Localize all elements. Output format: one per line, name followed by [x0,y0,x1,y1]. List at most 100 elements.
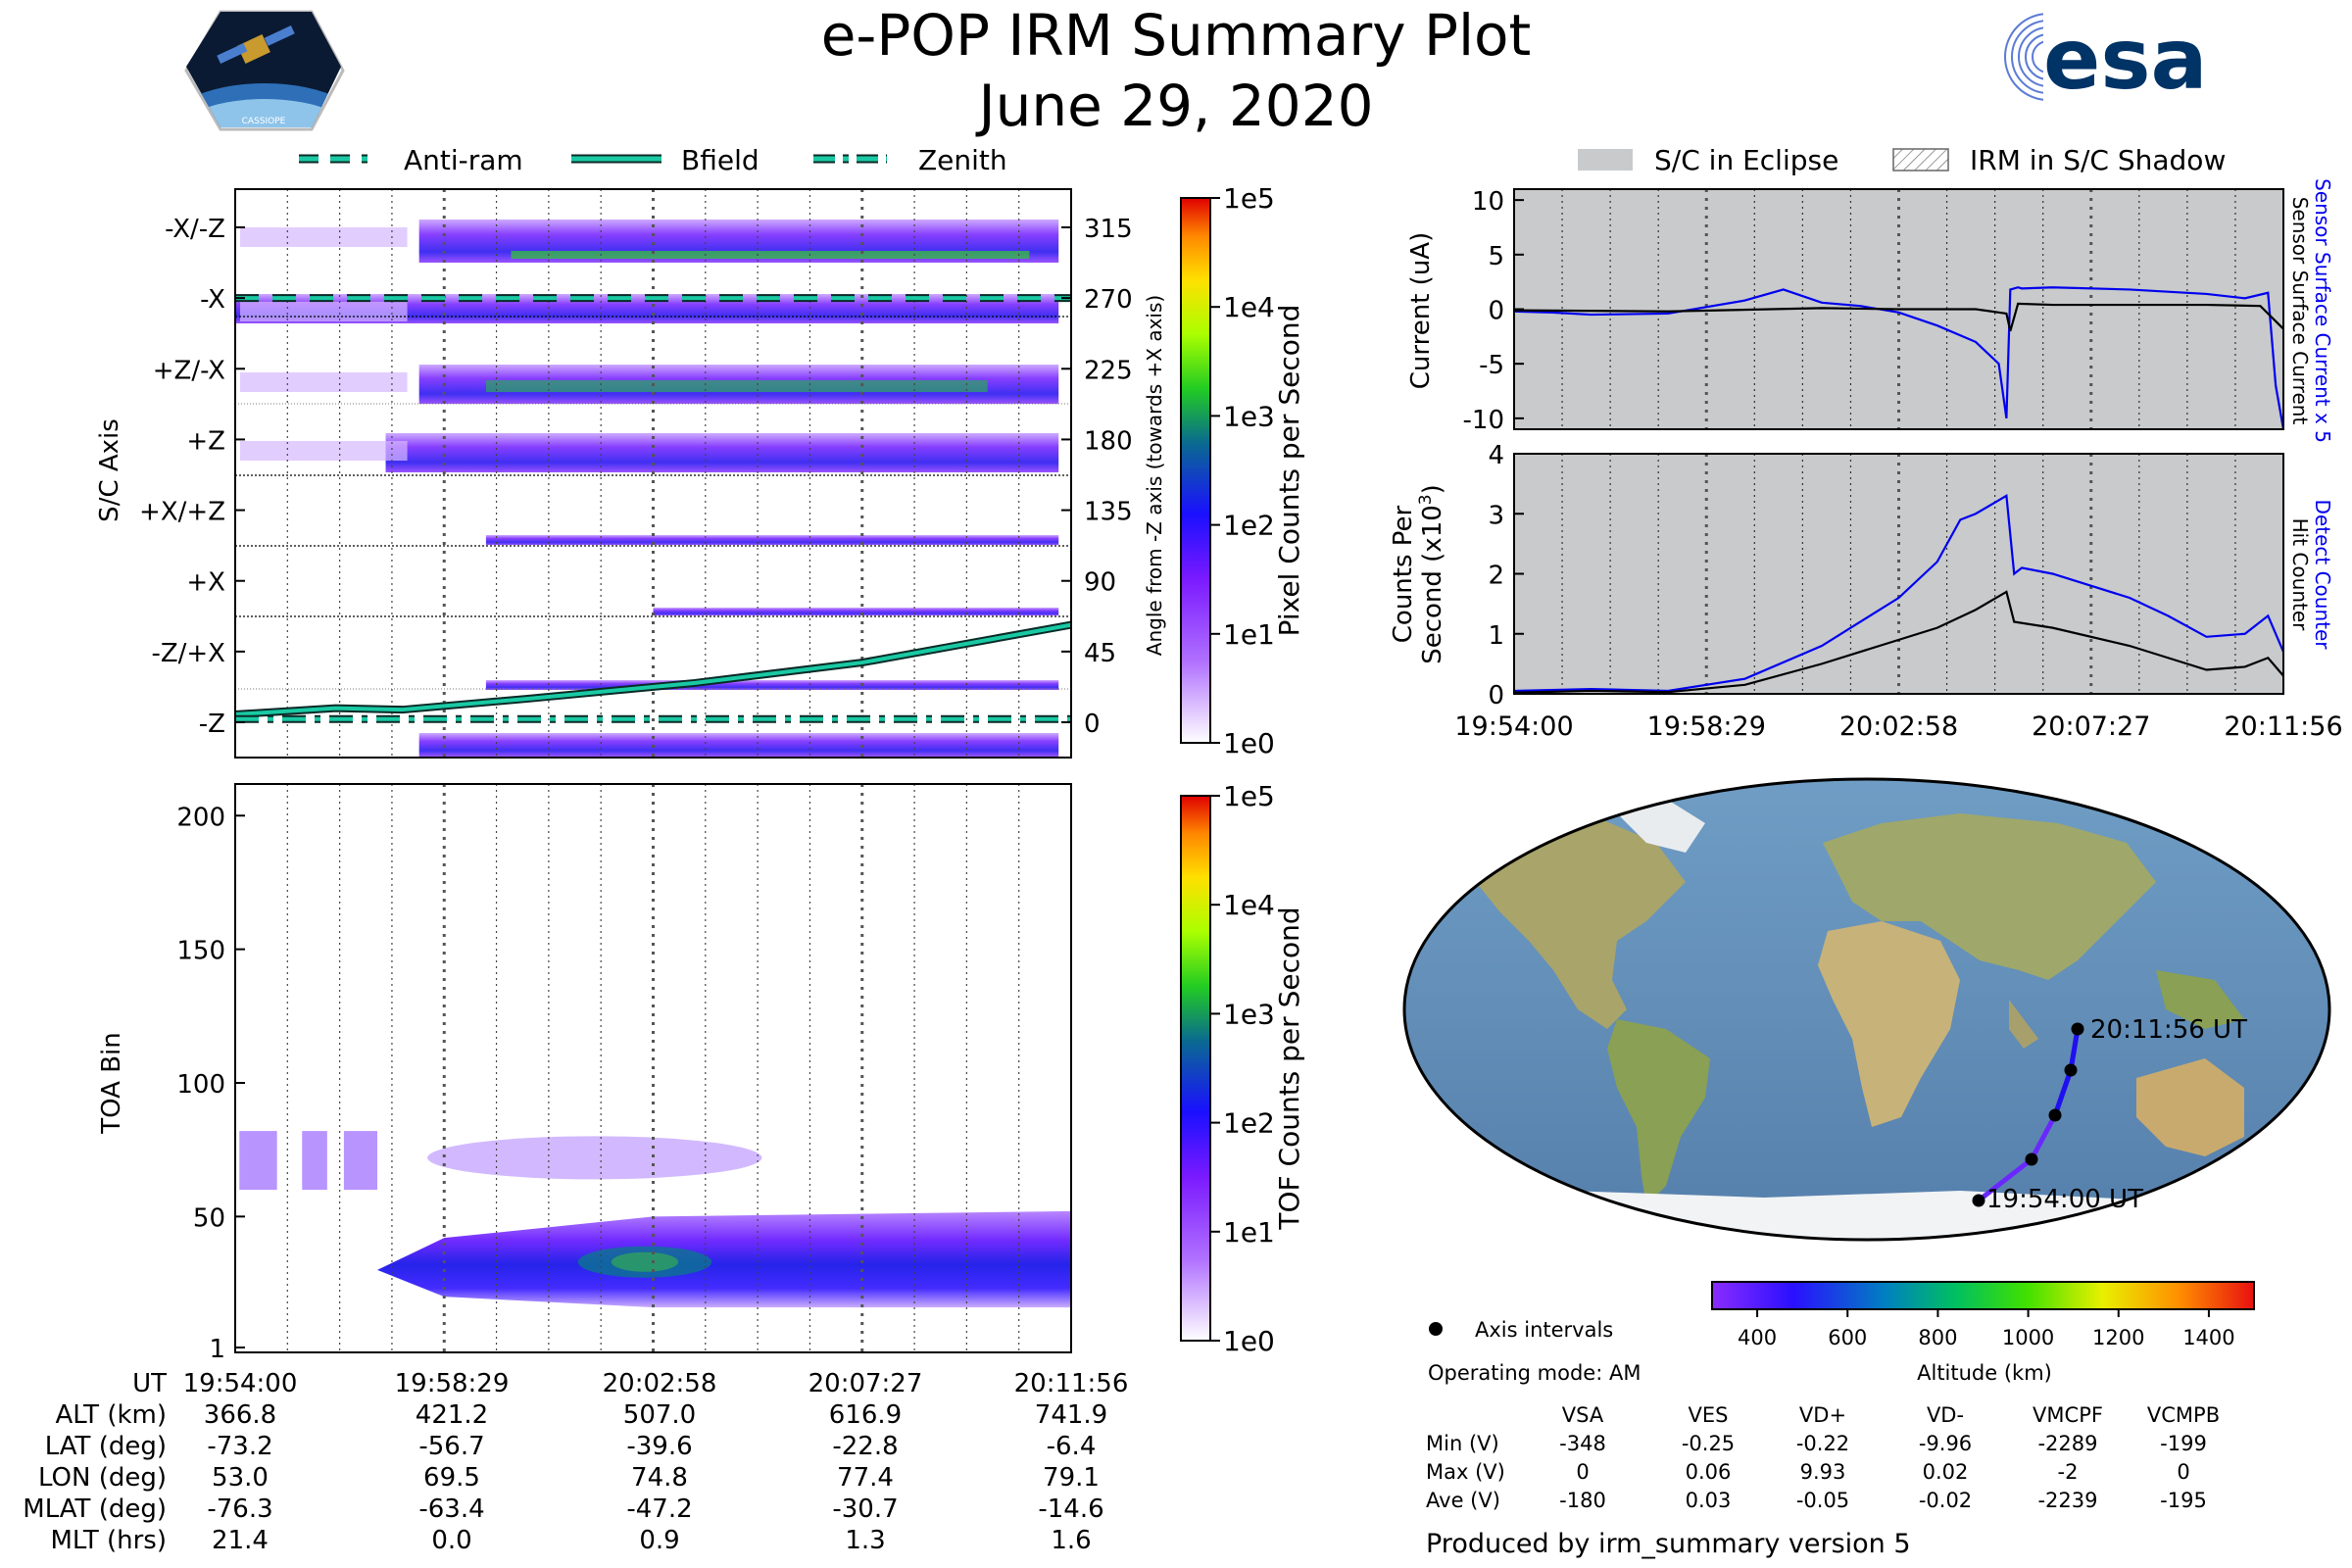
voltage-column-header: VD- [1927,1403,1964,1427]
orbit-interval-point [2048,1108,2062,1122]
legend-bfield: Bfield [681,144,760,176]
pixel-heatmap-panel: S/C Axis -X/-Z -X +Z/-X +Z +X/+Z +X -Z/+X -Z 31… [95,188,1166,759]
current-right-label-blue: Sensor Surface Current x 5 [2311,178,2334,443]
pixel-count-band [653,608,1059,615]
voltage-column-header: VMCPF [2033,1403,2103,1427]
svg-text:Second (x103): Second (x103) [1416,484,1447,664]
altitude-colorbar: 400 600 800 1000 1200 1400 Altitude (km) [1711,1281,2255,1385]
voltage-column-header: VES [1689,1403,1729,1427]
esa-logo-text: esa [2043,11,2208,109]
pixel-count-hotspot [485,380,988,392]
ephemeris-table: UT 19:54:00 19:58:29 20:02:58 20:07:27 20:11:… [23,1369,1128,1555]
tof-colorbar: 1e0 1e1 1e2 1e3 1e4 1e5 TOF Counts per Second [1180,780,1305,1357]
pixel-axis-category: -X/-Z [165,215,225,244]
orbit-interval-point [2071,1022,2084,1036]
ephemeris-cell: 20:07:27 [808,1369,923,1398]
ephemeris-cell: -63.4 [418,1494,484,1524]
counts-tick-label: 0 [1488,681,1504,710]
pixel-angle-tick: 225 [1084,356,1133,385]
ephemeris-cell: -14.6 [1038,1494,1103,1524]
counts-ylabel-close: ) [1418,484,1447,494]
counts-ylabel-line1: Counts Per [1389,505,1418,643]
tof-count-patch [239,1131,277,1191]
current-tick-label: 10 [1472,187,1504,217]
tof-tick-label: 150 [176,937,225,966]
pixel-axis-category: -X [200,285,225,315]
tof-colorbar-label: TOF Counts per Second [1273,906,1305,1230]
tof-tick-label: 100 [176,1070,225,1100]
mission-badge-logo: CASSIOPE [184,10,345,131]
current-right-label-black: Sensor Surface Current [2288,197,2312,425]
colorbar-tick-label: 1e3 [1223,998,1275,1030]
voltage-cell: -199 [2160,1432,2207,1455]
ephemeris-cell: -6.4 [1047,1432,1097,1461]
colorbar-tick-label: 1e1 [1223,618,1275,651]
counts-series-line [1513,494,2285,693]
colorbar-tick-label: 1e4 [1223,291,1275,323]
legend-anti-ram: Anti-ram [404,144,523,176]
voltage-row-label: Ave (V) [1426,1489,1500,1512]
pixel-count-band [418,733,1059,757]
pixel-colorbar: 1e0 1e1 1e2 1e3 1e4 1e5 Pixel Counts per Seco… [1180,182,1305,760]
pixel-angle-tick: 180 [1084,426,1133,456]
orbit-start-label: 19:54:00 UT [1986,1185,2143,1214]
pixel-angle-tick: 0 [1084,710,1101,739]
colorbar-tick-label: 1e4 [1223,889,1275,921]
ephemeris-cell: 69.5 [423,1463,480,1493]
page-date: June 29, 2020 [975,73,1373,139]
tof-count-patch [302,1131,327,1191]
current-tick-label: -5 [1479,351,1504,380]
current-tick-label: 0 [1488,297,1504,326]
colorbar-tick-label: 1e0 [1223,1325,1275,1357]
legend-top-left: Anti-ram Bfield Zenith [299,144,1007,176]
counts-panel: 0 1 2 3 4 19:54:00 19:58:29 20:02:58 20:07:27 20:… [1389,441,2343,742]
legend-shadow-swatch [1892,148,1949,172]
ephemeris-cell: 1.3 [845,1526,885,1555]
legend-eclipse: S/C in Eclipse [1654,144,1838,176]
voltage-cell: -0.05 [1796,1489,1849,1512]
ephemeris-row-label: UT [132,1369,167,1398]
pixel-axis-category: -Z/+X [151,639,225,668]
pixel-colorbar-label: Pixel Counts per Second [1273,305,1305,637]
ephemeris-cell: 19:54:00 [183,1369,298,1398]
esa-logo: esa [2004,10,2208,109]
ephemeris-cell: 0.0 [431,1526,471,1555]
orbit-end-label: 20:11:56 UT [2090,1015,2247,1045]
pixel-angle-tick: 315 [1084,215,1133,244]
voltage-cell: 0 [2177,1460,2189,1484]
ephemeris-cell: 77.4 [837,1463,894,1493]
voltage-cell: -180 [1559,1489,1606,1512]
voltage-cell: 0.02 [1923,1460,1969,1484]
voltage-cell: -2239 [2037,1489,2097,1512]
pixel-count-hotspot [511,251,1030,259]
pixel-count-band [240,441,408,461]
voltage-row-label: Max (V) [1426,1460,1505,1484]
tof-ylabel: TOA Bin [97,1032,126,1134]
pixel-count-band [485,680,1059,690]
ephemeris-cell: -56.7 [418,1432,484,1461]
counts-ylabel-line2: Second (x10 [1418,505,1447,664]
tof-tick-label: 1 [209,1335,225,1364]
header: e-POP IRM Summary Plot June 29, 2020 [821,2,1532,139]
svg-text:Counts Per: Counts Per [1389,505,1418,643]
voltage-cell: -0.22 [1796,1432,1849,1455]
orbit-interval-point [2025,1152,2038,1166]
tof-count-patch [343,1131,378,1191]
orbit-map: 20:11:56 UT 19:54:00 UT [1402,777,2331,1242]
time-tick-label: 19:54:00 [1454,711,1573,742]
ephemeris-cell: -39.6 [626,1432,692,1461]
voltage-column-header: VSA [1562,1403,1604,1427]
time-tick-label: 20:11:56 [2224,711,2342,742]
voltage-table: VSA VES VD+ VD- VMCPF VCMPB Min (V) -348 -0.25 -0… [1426,1403,2220,1512]
counts-ylabel-exp: 3 [1416,494,1436,505]
operating-mode: Operating mode: AM [1428,1361,1641,1385]
legend-eclipse-swatch [1578,149,1633,171]
time-tick-label: 20:07:27 [2032,711,2150,742]
ephemeris-cell: 20:02:58 [603,1369,717,1398]
pixel-axis-category: +Z [186,426,225,456]
map-legend: Axis intervals Operating mode: AM [1428,1318,1641,1385]
ephemeris-row-label: ALT (km) [55,1400,167,1430]
mission-badge-text: CASSIOPE [242,117,286,126]
altitude-colorbar-label: Altitude (km) [1917,1361,2052,1385]
